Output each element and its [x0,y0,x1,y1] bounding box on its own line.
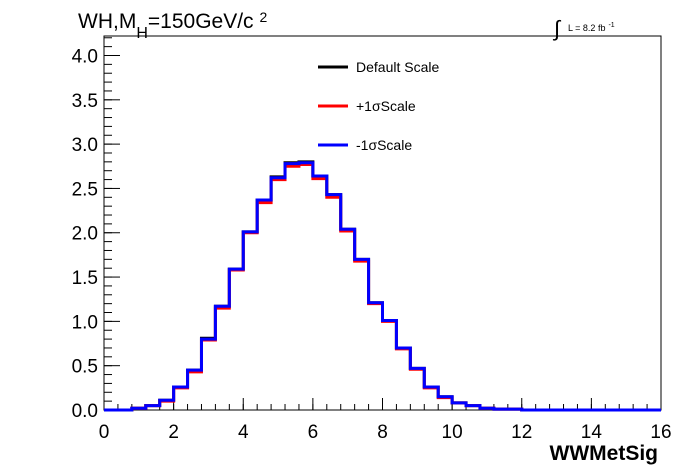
y-tick-label: 4.0 [72,46,98,67]
y-tick-label: 3.0 [72,135,98,156]
y-tick-label: 1.5 [72,268,98,289]
x-tick-label: 0 [99,422,110,443]
series-layer [104,160,661,412]
legend-label-2: -1σScale [356,137,412,153]
x-axis-label: WWMetSig [550,442,658,465]
x-tick-label: 6 [308,422,319,443]
x-tick-label: 10 [442,422,463,443]
x-tick-label: 8 [377,422,388,443]
lumi-superscript: -1 [608,22,614,29]
plot-frame [103,35,662,411]
x-tick-label: 12 [511,422,532,443]
y-tick-label: 1.0 [72,312,98,333]
y-tick-label: 3.5 [72,91,98,112]
legend-label-0: Default Scale [356,59,439,75]
y-tick-label: 0.0 [72,401,98,422]
y-tick-label: 2.5 [72,179,98,200]
x-axis: 0 2 4 6 8 10 12 14 16 [99,398,672,443]
y-axis: 0.0 0.5 1.0 1.5 2.0 2.5 3.0 3.5 4.0 [72,37,120,422]
lumi-label: L = 8.2 fb -1 [568,22,615,33]
chart-title-subscript: H [136,25,148,42]
lumi-integral: ∫ [552,16,562,41]
y-tick-label: 2.0 [72,224,98,245]
chart-title-superscript: 2 [260,9,268,25]
x-tick-label: 2 [168,422,179,443]
y-tick-label: 0.5 [72,357,98,378]
x-tick-label: 14 [581,422,603,443]
legend: Default Scale +1σScale -1σScale [318,59,439,153]
legend-label-1: +1σScale [356,98,416,114]
series-line-2 [104,161,661,412]
x-tick-label: 16 [650,422,671,443]
chart-title: WH,MH=150GeV/c 2 [78,9,268,42]
x-tick-label: 4 [238,422,249,443]
